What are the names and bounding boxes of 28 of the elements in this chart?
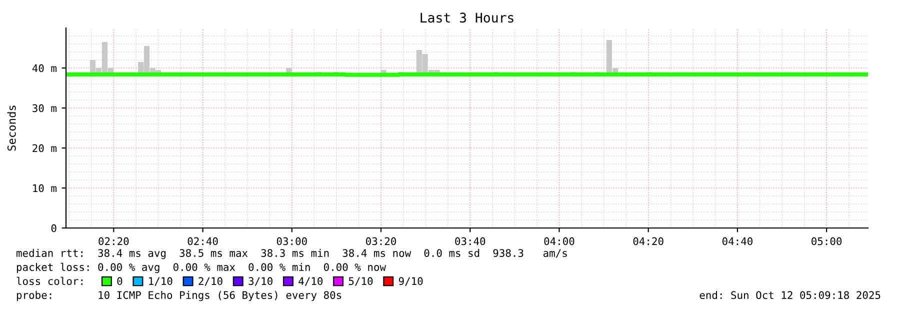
y-tick-label: 20 m [32, 144, 56, 152]
legend-label: 2/10 [198, 277, 222, 286]
y-axis-title: Seconds [7, 106, 16, 151]
x-tick-label: 02:20 [98, 237, 129, 246]
x-tick-label: 03:00 [276, 237, 307, 246]
x-tick-label: 02:40 [188, 237, 218, 246]
legend-label: 1/10 [149, 277, 172, 286]
x-tick-label: 04:00 [544, 237, 574, 246]
legend-title: loss color: [16, 276, 82, 286]
legend-label: 0 [117, 277, 122, 286]
y-tick-label: 0 [51, 224, 56, 232]
y-tick-label: 30 m [32, 104, 56, 112]
legend-label: 5/10 [348, 277, 373, 286]
x-tick-label: 05:00 [812, 237, 842, 246]
legend-label: 3/10 [248, 277, 272, 286]
y-tick-label: 10 m [33, 184, 56, 192]
x-tick-label: 04:40 [722, 237, 752, 246]
chart-title: Last 3 Hours [420, 12, 514, 23]
text: packet loss: 0.00 % avg 0.00 % max 0.00 % min 0.00 % now [16, 262, 386, 274]
legend-label: 4/10 [298, 277, 323, 286]
x-tick-label: 04:20 [633, 237, 664, 246]
text: probe: 10 ICMP Echo Pings (56 Bytes) every 80s [16, 290, 342, 302]
text: median rtt: 38.4 ms avg 38.5 ms max 38.3 ms min 38.4 ms now 0.0 ms sd 938.3 am/s [16, 248, 567, 260]
legend-label: 9/10 [398, 277, 423, 286]
text: end: Sun Oct 12 05:09:18 2025 [700, 290, 880, 300]
y-tick-label: 40 m [32, 64, 56, 72]
x-tick-label: 03:40 [455, 237, 486, 246]
x-tick-label: 03:20 [366, 237, 396, 246]
